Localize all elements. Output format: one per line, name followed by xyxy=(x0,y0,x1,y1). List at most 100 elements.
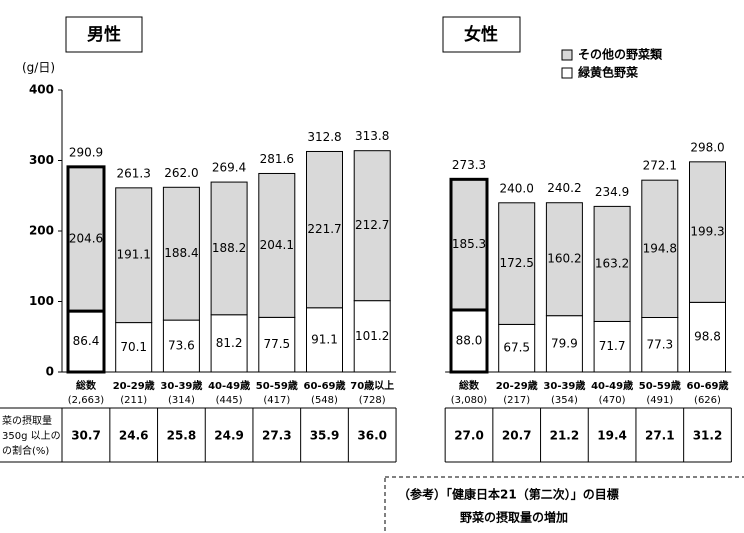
data-label: 188.4 xyxy=(164,246,198,260)
total-label: 272.1 xyxy=(643,159,677,173)
bar-segment xyxy=(353,300,391,373)
data-label: 81.2 xyxy=(216,336,243,350)
note-box xyxy=(384,476,744,533)
total-label: 262.0 xyxy=(164,166,198,180)
bar-segment xyxy=(306,307,343,373)
x-tick-count: (417) xyxy=(263,395,290,406)
panel-title: 男性 xyxy=(87,24,121,45)
total-label: 290.9 xyxy=(69,145,103,159)
table-cell: 20.7 xyxy=(502,429,532,443)
legend-label: 緑黄色野菜 xyxy=(578,65,638,80)
panel-title: 女性 xyxy=(464,24,498,45)
table-cell: 36.0 xyxy=(357,429,387,443)
note-text: 野菜の摂取量の増加 xyxy=(460,510,568,525)
table-cell: 27.0 xyxy=(454,429,484,443)
data-label: 73.6 xyxy=(168,339,195,353)
total-label: 298.0 xyxy=(690,140,724,154)
x-tick-label: 50-59歳 xyxy=(256,379,298,392)
data-label: 199.3 xyxy=(690,225,724,239)
bar-segment xyxy=(449,308,489,374)
bar-segment xyxy=(593,205,631,322)
x-tick-count: (354) xyxy=(551,395,578,406)
table-cell: 25.8 xyxy=(167,429,197,443)
panel-title-box xyxy=(65,16,143,53)
x-tick-label: 40-49歳 xyxy=(591,379,633,392)
x-tick-count: (211) xyxy=(120,395,147,406)
x-tick-count: (491) xyxy=(646,395,673,406)
y-tick-label: 200 xyxy=(29,224,54,238)
bar-segment xyxy=(353,150,391,302)
data-label: 194.8 xyxy=(643,241,677,255)
total-label: 240.2 xyxy=(547,181,581,195)
data-label: 185.3 xyxy=(452,237,486,251)
table-row-label: の割合(%) xyxy=(2,444,49,457)
total-label: 312.8 xyxy=(307,130,341,144)
data-label: 172.5 xyxy=(500,256,534,270)
table-cell: 30.7 xyxy=(71,429,101,443)
bar-segment xyxy=(162,186,200,321)
x-tick-label: 70歳以上 xyxy=(350,379,394,392)
total-label: 281.6 xyxy=(260,152,294,166)
data-label: 188.2 xyxy=(212,241,246,255)
x-tick-count: (626) xyxy=(694,395,721,406)
data-label: 160.2 xyxy=(547,252,581,266)
bar-segment xyxy=(66,165,106,313)
data-label: 204.6 xyxy=(69,231,103,245)
bar-segment xyxy=(115,322,153,373)
bar-segment xyxy=(689,161,726,303)
x-tick-label: 30-39歳 xyxy=(160,379,202,392)
total-label: 269.4 xyxy=(212,161,246,175)
x-tick-count: (445) xyxy=(216,395,243,406)
bar-segment xyxy=(210,181,248,316)
table-cell: 24.6 xyxy=(119,429,149,443)
x-tick-count: (728) xyxy=(359,395,386,406)
x-tick-label: 50-59歳 xyxy=(639,379,681,392)
total-label: 261.3 xyxy=(117,166,151,180)
data-label: 86.4 xyxy=(73,334,100,348)
total-label: 313.8 xyxy=(355,129,389,143)
data-label: 191.1 xyxy=(117,248,151,262)
bar-segment xyxy=(593,320,631,373)
data-label: 221.7 xyxy=(307,222,341,236)
y-tick-label: 100 xyxy=(29,294,54,308)
x-tick-label: 総数 xyxy=(76,379,97,392)
bar-segment xyxy=(641,179,679,319)
data-label: 70.1 xyxy=(120,340,147,354)
bar-segment xyxy=(449,177,489,312)
data-label: 101.2 xyxy=(355,329,389,343)
bar-segment xyxy=(498,202,536,325)
bar-segment xyxy=(689,301,726,373)
table-row-label: 350g 以上の xyxy=(2,430,61,442)
data-label: 79.9 xyxy=(551,336,578,350)
table-cell: 19.4 xyxy=(597,429,627,443)
table-row-label: 菜の摂取量 xyxy=(2,414,52,427)
table-cell: 21.2 xyxy=(550,429,580,443)
data-label: 163.2 xyxy=(595,256,629,270)
x-tick-label: 総数 xyxy=(459,379,480,392)
total-label: 273.3 xyxy=(452,158,486,172)
table-cell: 31.2 xyxy=(693,429,723,443)
table-cell: 35.9 xyxy=(310,429,340,443)
data-label: 204.1 xyxy=(260,238,294,252)
legend-label: その他の野菜類 xyxy=(578,47,663,62)
x-tick-label: 20-29歳 xyxy=(113,379,155,392)
total-label: 240.0 xyxy=(500,181,534,195)
bar-segment xyxy=(545,202,583,317)
x-tick-count: (470) xyxy=(599,395,626,406)
data-label: 77.5 xyxy=(263,337,290,351)
note-text: （参考）「健康日本21（第二次）」の目標 xyxy=(398,487,619,502)
legend-swatch xyxy=(561,67,573,79)
bar-segment xyxy=(641,317,679,373)
total-label: 234.9 xyxy=(595,185,629,199)
bar-segment xyxy=(115,187,153,324)
data-label: 77.3 xyxy=(646,337,673,351)
bar-segment xyxy=(545,315,583,373)
x-tick-count: (2,663) xyxy=(68,395,105,406)
data-label: 98.8 xyxy=(694,330,721,344)
data-label: 71.7 xyxy=(599,339,626,353)
table-cell: 27.1 xyxy=(645,429,675,443)
data-label: 88.0 xyxy=(456,333,483,347)
bar-segment xyxy=(306,150,343,309)
x-tick-count: (3,080) xyxy=(451,395,488,406)
